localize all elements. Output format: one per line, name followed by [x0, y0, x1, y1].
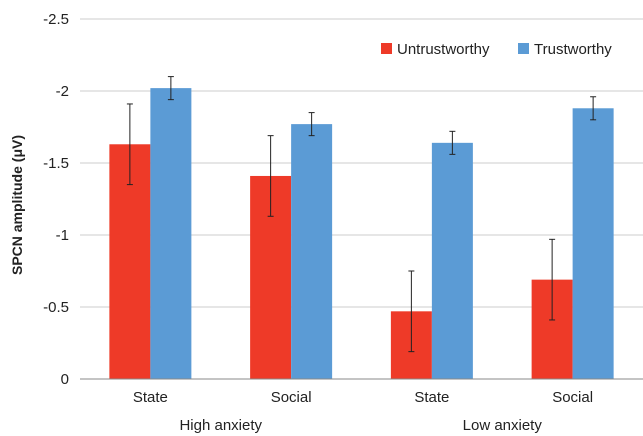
y-tick-labels: -2.5 -2 -1.5 -1 -0.5 0 [43, 11, 69, 388]
category-label: Social [271, 389, 312, 406]
bar-trustworthy [572, 108, 614, 379]
category-label: State [133, 389, 168, 406]
bar-trustworthy [431, 142, 473, 379]
y-tick-label: -1 [56, 227, 69, 244]
legend-label: Trustworthy [534, 41, 612, 58]
y-tick-label: -2 [56, 83, 69, 100]
legend: Untrustworthy Trustworthy [381, 41, 612, 58]
bars [109, 88, 614, 380]
category-label: State [414, 389, 449, 406]
error-bars [126, 76, 597, 353]
bar-trustworthy [291, 124, 333, 380]
legend-swatch-untrustworthy [381, 43, 392, 54]
group-label: Low anxiety [463, 417, 543, 434]
category-label: Social [552, 389, 593, 406]
legend-label: Untrustworthy [397, 41, 490, 58]
y-tick-label: -2.5 [43, 11, 69, 28]
category-labels: State Social State Social [133, 389, 593, 406]
bar-trustworthy [150, 88, 192, 380]
y-tick-label: -0.5 [43, 299, 69, 316]
y-tick-label: -1.5 [43, 155, 69, 172]
y-axis-label: SPCN amplitude (μV) [9, 135, 25, 275]
group-label: High anxiety [179, 417, 262, 434]
legend-swatch-trustworthy [518, 43, 529, 54]
y-tick-label: 0 [61, 371, 69, 388]
group-labels: High anxiety Low anxiety [179, 417, 542, 434]
